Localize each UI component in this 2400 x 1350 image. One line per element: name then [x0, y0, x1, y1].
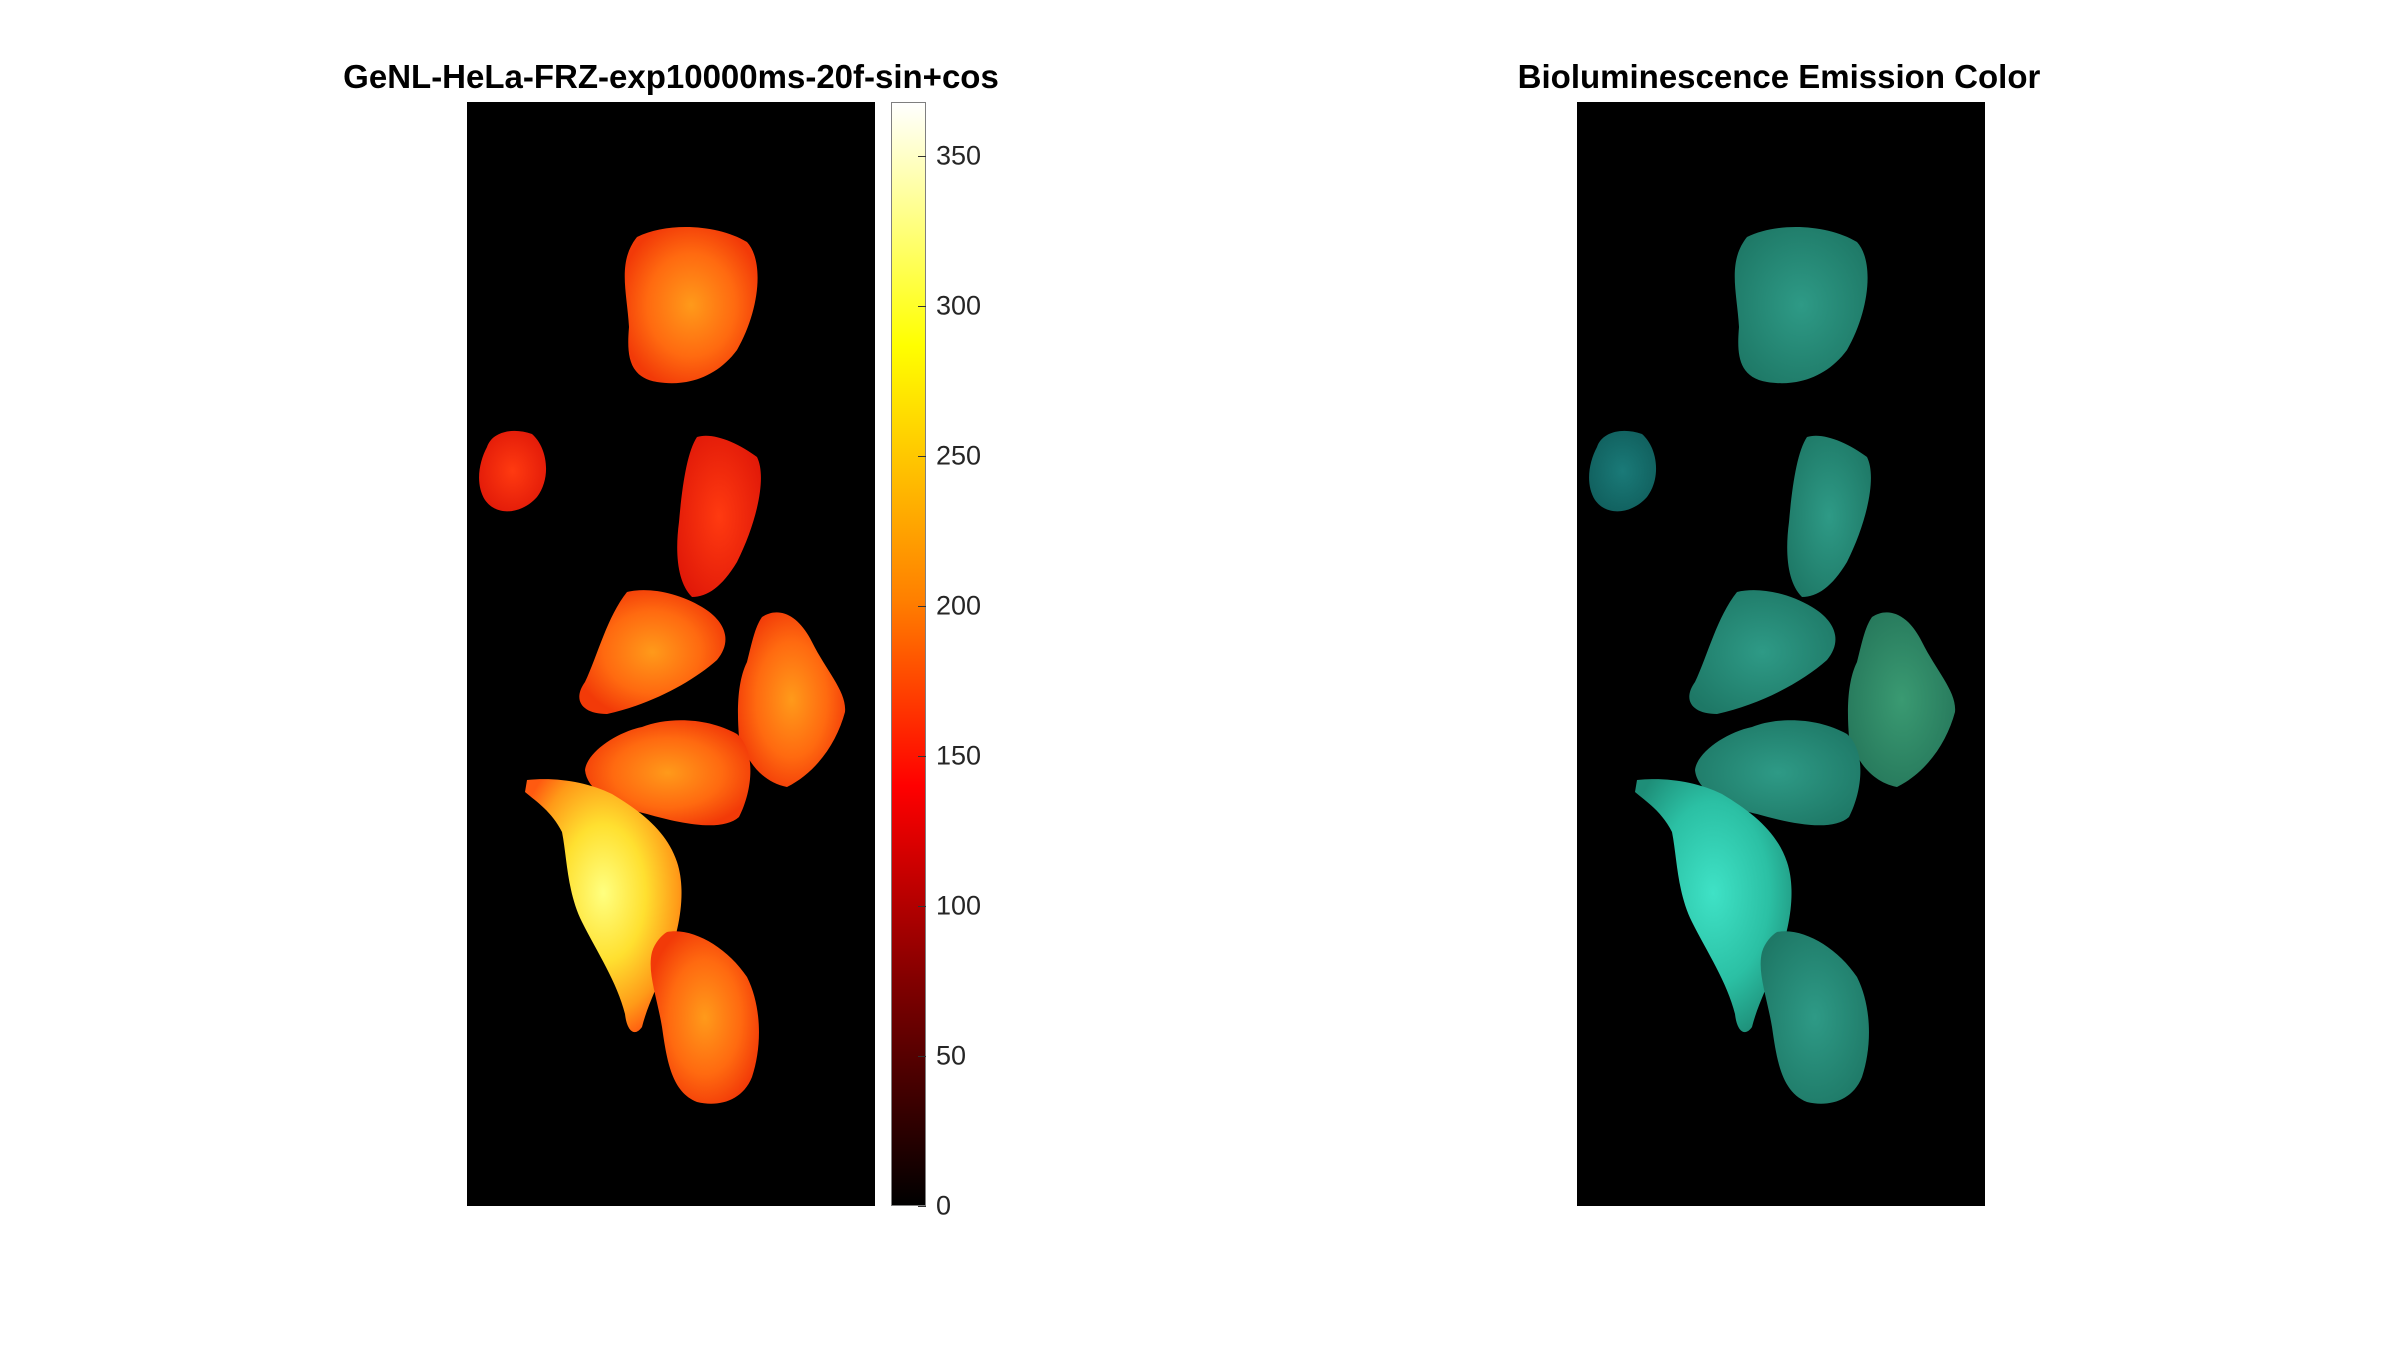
- colorbar-tick-label: 50: [936, 1040, 967, 1071]
- left-image-panel: [467, 102, 875, 1206]
- colorbar: [891, 102, 926, 1206]
- right-image-panel: [1577, 102, 1985, 1206]
- cell-top: [624, 226, 758, 384]
- colorbar-tick-mark: [918, 906, 926, 907]
- cell-mid-left: [579, 590, 726, 714]
- colorbar-tick-mark: [918, 606, 926, 607]
- colorbar-tick-label: 300: [936, 290, 982, 321]
- cell-mid-right: [737, 612, 846, 787]
- colorbar-tick-label: 100: [936, 890, 982, 921]
- cell-small-left: [479, 430, 547, 512]
- left-cells-svg: [479, 226, 846, 1104]
- colorbar-tick-mark: [918, 1206, 926, 1207]
- colorbar-tick-label: 150: [936, 740, 982, 771]
- cell-bottom: [650, 931, 759, 1104]
- colorbar-tick-mark: [918, 456, 926, 457]
- cell-bright: [525, 779, 682, 1033]
- cell-upper-mid-tinted: [1787, 435, 1871, 597]
- cell-upper-mid: [677, 435, 761, 597]
- colorbar-tick-label: 200: [936, 590, 982, 621]
- right-panel-title: Bioluminescence Emission Color: [1517, 58, 2041, 95]
- cell-center-tinted: [1695, 720, 1861, 826]
- cell-small-left-tinted: [1589, 430, 1657, 512]
- colorbar-tick-mark: [918, 156, 926, 157]
- colorbar-tick-mark: [918, 1056, 926, 1057]
- colorbar-tick-mark: [918, 306, 926, 307]
- cell-mid-left-tinted: [1689, 590, 1836, 714]
- colorbar-tick-label: 350: [936, 140, 982, 171]
- left-panel-title: GeNL-HeLa-FRZ-exp10000ms-20f-sin+cos: [343, 58, 999, 95]
- cell-top-tinted: [1734, 226, 1868, 384]
- cell-center: [585, 720, 751, 826]
- colorbar-tick-label: 250: [936, 440, 982, 471]
- cell-mid-right-tinted: [1847, 612, 1956, 787]
- right-cells-svg: [1589, 226, 1956, 1104]
- colorbar-tick-mark: [918, 756, 926, 757]
- cell-bright-tinted: [1635, 779, 1792, 1033]
- colorbar-tick-label: 0: [936, 1190, 952, 1221]
- cell-bottom-tinted: [1760, 931, 1869, 1104]
